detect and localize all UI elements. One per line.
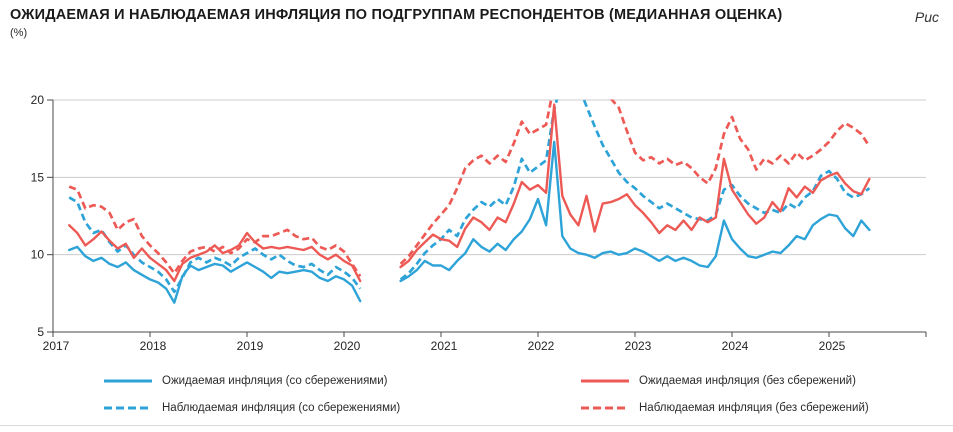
legend-item-expected-without-savings: Ожидаемая инфляция (без сбережений) xyxy=(580,374,856,388)
x-tick-label: 2017 xyxy=(43,339,70,353)
legend-label: Наблюдаемая инфляция (со сбережениями) xyxy=(162,402,401,414)
y-tick-label: 10 xyxy=(31,248,45,262)
chart-unit-label: (%) xyxy=(10,27,28,39)
series-line-2 xyxy=(68,99,871,294)
x-tick-label: 2022 xyxy=(528,339,555,353)
figure-label: Рис xyxy=(914,9,939,25)
x-tick-label: 2024 xyxy=(722,339,749,353)
series-line-3 xyxy=(68,99,871,278)
series-line-1 xyxy=(68,103,871,283)
x-tick-label: 2025 xyxy=(819,339,846,353)
legend-marker-dashed-red xyxy=(581,406,629,410)
legend-label: Ожидаемая инфляция (со сбережениями) xyxy=(162,375,388,387)
bottom-divider xyxy=(0,425,953,426)
y-tick-label: 5 xyxy=(37,325,44,339)
x-tick-label: 2020 xyxy=(334,339,361,353)
series-line-0 xyxy=(68,140,871,304)
legend-item-observed-with-savings: Наблюдаемая инфляция (со сбережениями) xyxy=(103,401,400,415)
chart-title: ОЖИДАЕМАЯ И НАБЛЮДАЕМАЯ ИНФЛЯЦИЯ ПО ПОДГ… xyxy=(10,7,783,23)
x-tick-label: 2021 xyxy=(431,339,458,353)
y-tick-label: 20 xyxy=(31,93,45,107)
legend-label: Наблюдаемая инфляция (без сбережений) xyxy=(639,402,869,414)
x-tick-label: 2019 xyxy=(237,339,264,353)
legend-marker-dashed-blue xyxy=(104,406,152,410)
x-tick-label: 2023 xyxy=(625,339,652,353)
legend-label: Ожидаемая инфляция (без сбережений) xyxy=(639,375,856,387)
x-tick-label: 2018 xyxy=(140,339,167,353)
legend-marker-solid-red xyxy=(581,379,629,383)
legend-marker-solid-blue xyxy=(104,379,152,383)
legend-item-expected-with-savings: Ожидаемая инфляция (со сбережениями) xyxy=(103,374,387,388)
y-tick-label: 15 xyxy=(31,170,45,184)
legend-item-observed-without-savings: Наблюдаемая инфляция (без сбережений) xyxy=(580,401,869,415)
